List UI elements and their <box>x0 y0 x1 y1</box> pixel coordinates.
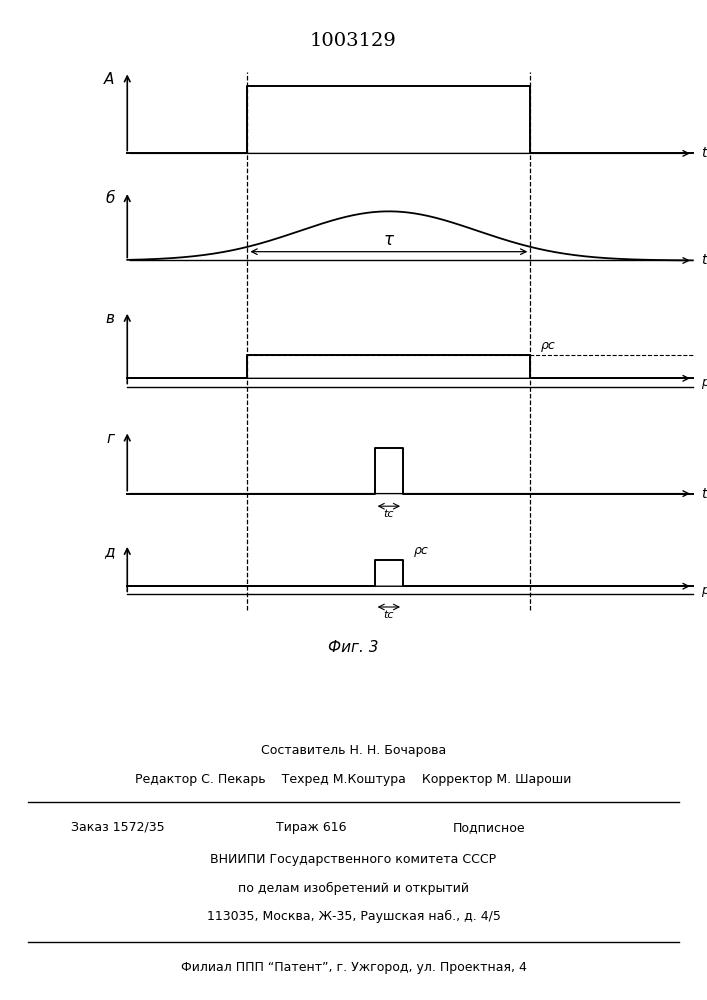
Text: Фиг. 3: Фиг. 3 <box>328 640 379 655</box>
Text: д: д <box>104 544 115 559</box>
Text: Редактор С. Пекарь    Техред М.Коштура    Корректор М. Шароши: Редактор С. Пекарь Техред М.Коштура Корр… <box>135 773 572 786</box>
Text: ρc: ρc <box>541 339 556 352</box>
Text: б: б <box>105 191 115 206</box>
Text: tc: tc <box>384 509 394 519</box>
Text: Филиал ППП “Патент”, г. Ужгород, ул. Проектная, 4: Филиал ППП “Патент”, г. Ужгород, ул. Про… <box>180 962 527 974</box>
Text: 1003129: 1003129 <box>310 32 397 50</box>
Text: tc: tc <box>384 610 394 620</box>
Text: Тираж 616: Тираж 616 <box>276 821 346 834</box>
Text: t: t <box>701 487 707 501</box>
Text: 113035, Москва, Ж-35, Раушская наб., д. 4/5: 113035, Москва, Ж-35, Раушская наб., д. … <box>206 910 501 923</box>
Text: рп t: рп t <box>701 584 707 597</box>
Text: Заказ 1572/35: Заказ 1572/35 <box>71 821 164 834</box>
Text: рп t: рп t <box>701 376 707 389</box>
Text: в: в <box>105 311 115 326</box>
Text: t: t <box>701 253 707 267</box>
Text: τ: τ <box>384 231 394 249</box>
Text: г: г <box>107 431 115 446</box>
Text: ρc: ρc <box>414 544 428 557</box>
Text: ВНИИПИ Государственного комитета СССР: ВНИИПИ Государственного комитета СССР <box>211 853 496 866</box>
Text: Подписное: Подписное <box>452 821 525 834</box>
Text: t: t <box>701 146 707 160</box>
Text: Составитель Н. Н. Бочарова: Составитель Н. Н. Бочарова <box>261 744 446 757</box>
Text: A: A <box>104 72 115 87</box>
Text: по делам изобретений и открытий: по делам изобретений и открытий <box>238 881 469 895</box>
